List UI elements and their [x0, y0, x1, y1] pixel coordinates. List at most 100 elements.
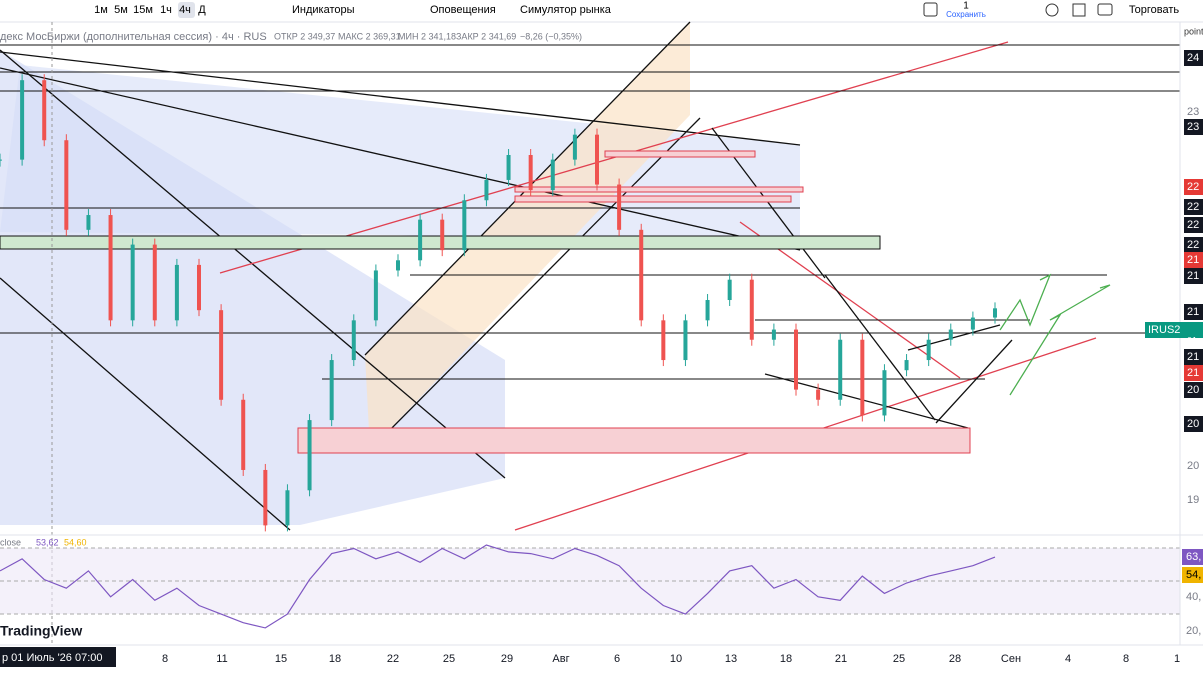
- fullscreen-icon[interactable]: [1072, 3, 1086, 17]
- candle: [462, 200, 467, 251]
- candle: [970, 317, 975, 330]
- active-interval-bg: [178, 2, 195, 18]
- candle: [484, 179, 489, 201]
- candle: [197, 264, 201, 311]
- rsi-axis-label: 20,: [1186, 625, 1201, 637]
- price-axis-label: 21: [1187, 351, 1199, 363]
- trade-button[interactable]: Торговать: [1129, 4, 1180, 16]
- interval-button[interactable]: 1ч: [160, 4, 172, 16]
- time-axis-label: 8: [1123, 653, 1129, 665]
- price-axis-label: 20: [1187, 460, 1199, 472]
- time-axis-label: 29: [501, 653, 513, 665]
- price-axis-label: 19: [1187, 494, 1199, 506]
- candle: [661, 320, 666, 361]
- time-axis-label: 1: [1174, 653, 1180, 665]
- indicators-button[interactable]: Индикаторы: [292, 4, 355, 16]
- time-axis-label: 8: [162, 653, 168, 665]
- price-tag: [1184, 382, 1203, 398]
- candle: [307, 420, 312, 491]
- candle: [993, 308, 997, 318]
- candle: [285, 490, 290, 526]
- rsi-axis-label: 63,: [1186, 551, 1201, 563]
- price-axis-label: 21: [1187, 254, 1199, 266]
- layout-icon[interactable]: [923, 2, 938, 17]
- time-axis-label: 18: [329, 653, 341, 665]
- interval-button[interactable]: 15м: [133, 4, 153, 16]
- price-tag: [1184, 179, 1203, 195]
- interval-button[interactable]: 5м: [114, 4, 128, 16]
- candle: [42, 80, 47, 141]
- cursor-date-bg: [0, 647, 116, 667]
- candle: [860, 339, 865, 416]
- candle: [926, 339, 931, 361]
- price-axis-label: 23: [1187, 106, 1199, 118]
- price-tag: [1184, 119, 1203, 135]
- price-tag: [1184, 237, 1203, 253]
- candle: [373, 270, 378, 321]
- countdown: 01:: [1187, 335, 1200, 345]
- brand-logo: TradingView: [0, 623, 82, 639]
- drawings: [0, 21, 1180, 645]
- save-button[interactable]: Сохранить: [946, 10, 986, 19]
- candle: [794, 329, 798, 390]
- candle: [20, 80, 25, 160]
- price-tag: [1184, 349, 1203, 365]
- time-axis-label: Сен: [1001, 653, 1021, 665]
- candle: [683, 320, 688, 361]
- rsi-axis-tag: [1182, 567, 1203, 583]
- interval-button[interactable]: Д: [198, 4, 206, 16]
- candle: [440, 219, 445, 251]
- candle: [816, 389, 821, 400]
- rsi-value: 53,62: [36, 537, 59, 547]
- price-tag: [1184, 217, 1203, 233]
- candle: [882, 370, 887, 416]
- rsi-axis-label: 40,: [1186, 591, 1201, 603]
- price-tag: [1184, 416, 1203, 432]
- candle: [727, 279, 732, 301]
- candle: [595, 134, 599, 185]
- candle: [174, 264, 179, 321]
- candle: [329, 360, 334, 421]
- price-tag: [1184, 199, 1203, 215]
- scale-mode: point: [1184, 26, 1203, 36]
- time-axis-label: 28: [949, 653, 961, 665]
- cursor-date: р 01 Июль '26 07:00: [2, 652, 103, 664]
- rsi-axis-tag: [1182, 549, 1203, 565]
- candle: [219, 310, 224, 400]
- candle: [639, 229, 644, 321]
- candle: [152, 244, 157, 321]
- rsi-signal: 54,60: [64, 537, 87, 547]
- settings-icon[interactable]: [1045, 3, 1059, 17]
- candle: [528, 155, 533, 191]
- candle: [0, 159, 2, 161]
- time-axis-label: 18: [780, 653, 792, 665]
- candle: [572, 134, 577, 160]
- price-axis-label: 21: [1187, 367, 1199, 379]
- price-axis-label: 21: [1187, 306, 1199, 318]
- snapshot-icon[interactable]: [1097, 3, 1113, 16]
- time-axis-label: 13: [725, 653, 737, 665]
- candle: [948, 329, 953, 340]
- interval-button[interactable]: 1м: [94, 4, 108, 16]
- save-count[interactable]: 1: [963, 1, 969, 12]
- rsi-line: [0, 544, 996, 629]
- alerts-button[interactable]: Оповещения: [430, 4, 496, 16]
- time-axis-label: 21: [835, 653, 847, 665]
- interval-button[interactable]: 4ч: [179, 4, 191, 16]
- price-axis-label: 20: [1187, 418, 1199, 430]
- candle: [418, 219, 423, 261]
- candle: [86, 215, 91, 230]
- candle: [351, 320, 356, 361]
- replay-button[interactable]: Симулятор рынка: [520, 4, 612, 16]
- candle: [506, 155, 511, 180]
- time-axis-label: 6: [614, 653, 620, 665]
- candle: [550, 159, 555, 191]
- candle: [241, 399, 246, 470]
- price-tag: [1184, 268, 1203, 284]
- price-axis-label: 23: [1187, 121, 1199, 133]
- price-tag: [1145, 322, 1203, 338]
- candle: [130, 244, 135, 321]
- candle: [904, 360, 909, 371]
- candle: [617, 184, 622, 230]
